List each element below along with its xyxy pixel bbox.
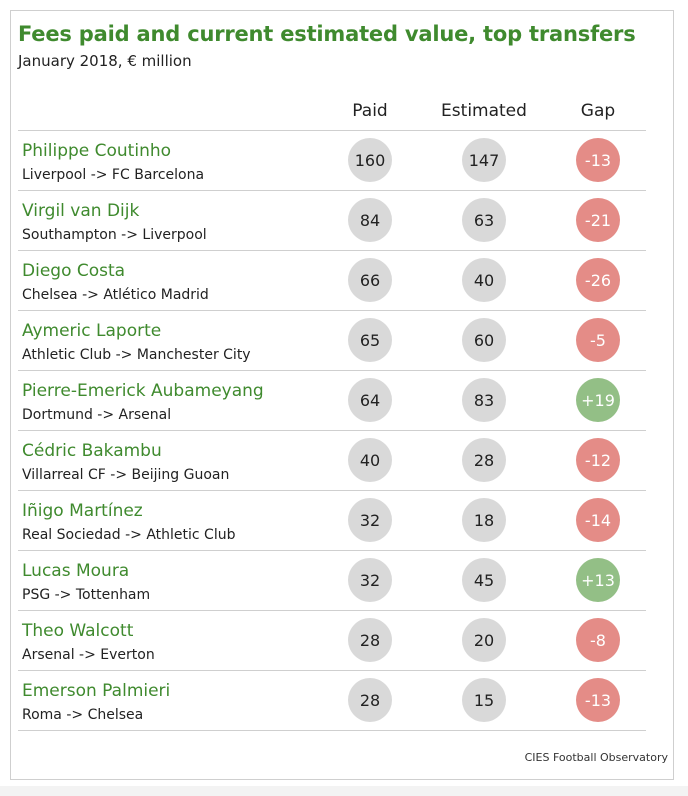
transfer-route: Real Sociedad -> Athletic Club bbox=[22, 527, 236, 543]
gap-value-bubble: -21 bbox=[576, 198, 620, 242]
player-name: Pierre-Emerick Aubameyang bbox=[22, 381, 264, 401]
paid-value-bubble: 66 bbox=[348, 258, 392, 302]
player-name: Virgil van Dijk bbox=[22, 201, 140, 221]
transfer-route: Athletic Club -> Manchester City bbox=[22, 347, 251, 363]
gap-value-bubble: +19 bbox=[576, 378, 620, 422]
player-name: Philippe Coutinho bbox=[22, 141, 172, 161]
row-divider bbox=[18, 430, 646, 431]
column-header-gap: Gap bbox=[580, 101, 616, 121]
transfer-route: Roma -> Chelsea bbox=[22, 707, 144, 723]
gap-value-bubble: -12 bbox=[576, 438, 620, 482]
gap-value-bubble: -13 bbox=[576, 678, 620, 722]
estimated-value-bubble: 147 bbox=[462, 138, 506, 182]
estimated-value-bubble: 60 bbox=[462, 318, 506, 362]
transfer-route: Arsenal -> Everton bbox=[22, 647, 155, 663]
gap-value-bubble: +13 bbox=[576, 558, 620, 602]
row-divider bbox=[18, 490, 646, 491]
transfer-route: Chelsea -> Atlético Madrid bbox=[22, 287, 209, 303]
paid-value-bubble: 84 bbox=[348, 198, 392, 242]
gap-value-bubble: -14 bbox=[576, 498, 620, 542]
estimated-value-bubble: 83 bbox=[462, 378, 506, 422]
row-divider bbox=[18, 310, 646, 311]
row-divider bbox=[18, 730, 646, 731]
column-header-estimated: Estimated bbox=[441, 101, 527, 121]
estimated-value-bubble: 20 bbox=[462, 618, 506, 662]
estimated-value-bubble: 15 bbox=[462, 678, 506, 722]
chart-subtitle: January 2018, € million bbox=[18, 52, 192, 70]
estimated-value-bubble: 18 bbox=[462, 498, 506, 542]
player-name: Aymeric Laporte bbox=[22, 321, 162, 341]
transfer-route: Villarreal CF -> Beijing Guoan bbox=[22, 467, 230, 483]
table-row: Emerson Palmieri Roma -> Chelsea 28 15 -13 bbox=[18, 671, 646, 731]
paid-value-bubble: 32 bbox=[348, 498, 392, 542]
table-row: Aymeric Laporte Athletic Club -> Manchest… bbox=[18, 311, 646, 371]
estimated-value-bubble: 40 bbox=[462, 258, 506, 302]
table-row: Virgil van Dijk Southampton -> Liverpool 8… bbox=[18, 191, 646, 251]
table-row: Theo Walcott Arsenal -> Everton 28 20 -8 bbox=[18, 611, 646, 671]
estimated-value-bubble: 28 bbox=[462, 438, 506, 482]
table-row: Cédric Bakambu Villarreal CF -> Beijing G… bbox=[18, 431, 646, 491]
player-name: Cédric Bakambu bbox=[22, 441, 162, 461]
player-name: Theo Walcott bbox=[22, 621, 134, 641]
paid-value-bubble: 65 bbox=[348, 318, 392, 362]
gap-value-bubble: -13 bbox=[576, 138, 620, 182]
table-row: Iñigo Martínez Real Sociedad -> Athletic … bbox=[18, 491, 646, 551]
header-divider bbox=[18, 130, 646, 131]
gap-value-bubble: -5 bbox=[576, 318, 620, 362]
paid-value-bubble: 64 bbox=[348, 378, 392, 422]
source-credit: CIES Football Observatory bbox=[524, 751, 668, 764]
paid-value-bubble: 28 bbox=[348, 618, 392, 662]
player-name: Iñigo Martínez bbox=[22, 501, 143, 521]
table-row: Pierre-Emerick Aubameyang Dortmund -> Ars… bbox=[18, 371, 646, 431]
row-divider bbox=[18, 190, 646, 191]
row-divider bbox=[18, 370, 646, 371]
transfer-route: PSG -> Tottenham bbox=[22, 587, 151, 603]
chart-title: Fees paid and current estimated value, t… bbox=[18, 22, 636, 46]
table-row: Philippe Coutinho Liverpool -> FC Barcelo… bbox=[18, 131, 646, 191]
paid-value-bubble: 160 bbox=[348, 138, 392, 182]
paid-value-bubble: 28 bbox=[348, 678, 392, 722]
transfer-route: Liverpool -> FC Barcelona bbox=[22, 167, 205, 183]
transfer-route: Dortmund -> Arsenal bbox=[22, 407, 172, 423]
table-row: Lucas Moura PSG -> Tottenham 32 45 +13 bbox=[18, 551, 646, 611]
player-name: Lucas Moura bbox=[22, 561, 130, 581]
column-header-paid: Paid bbox=[352, 101, 388, 121]
table-row: Diego Costa Chelsea -> Atlético Madrid 66 4… bbox=[18, 251, 646, 311]
paid-value-bubble: 32 bbox=[348, 558, 392, 602]
chart-card bbox=[10, 10, 674, 780]
paid-value-bubble: 40 bbox=[348, 438, 392, 482]
player-name: Diego Costa bbox=[22, 261, 126, 281]
gap-value-bubble: -8 bbox=[576, 618, 620, 662]
row-divider bbox=[18, 610, 646, 611]
estimated-value-bubble: 63 bbox=[462, 198, 506, 242]
row-divider bbox=[18, 670, 646, 671]
row-divider bbox=[18, 250, 646, 251]
player-name: Emerson Palmieri bbox=[22, 681, 171, 701]
estimated-value-bubble: 45 bbox=[462, 558, 506, 602]
transfer-route: Southampton -> Liverpool bbox=[22, 227, 207, 243]
page-bottom-strip bbox=[0, 786, 688, 796]
row-divider bbox=[18, 550, 646, 551]
gap-value-bubble: -26 bbox=[576, 258, 620, 302]
